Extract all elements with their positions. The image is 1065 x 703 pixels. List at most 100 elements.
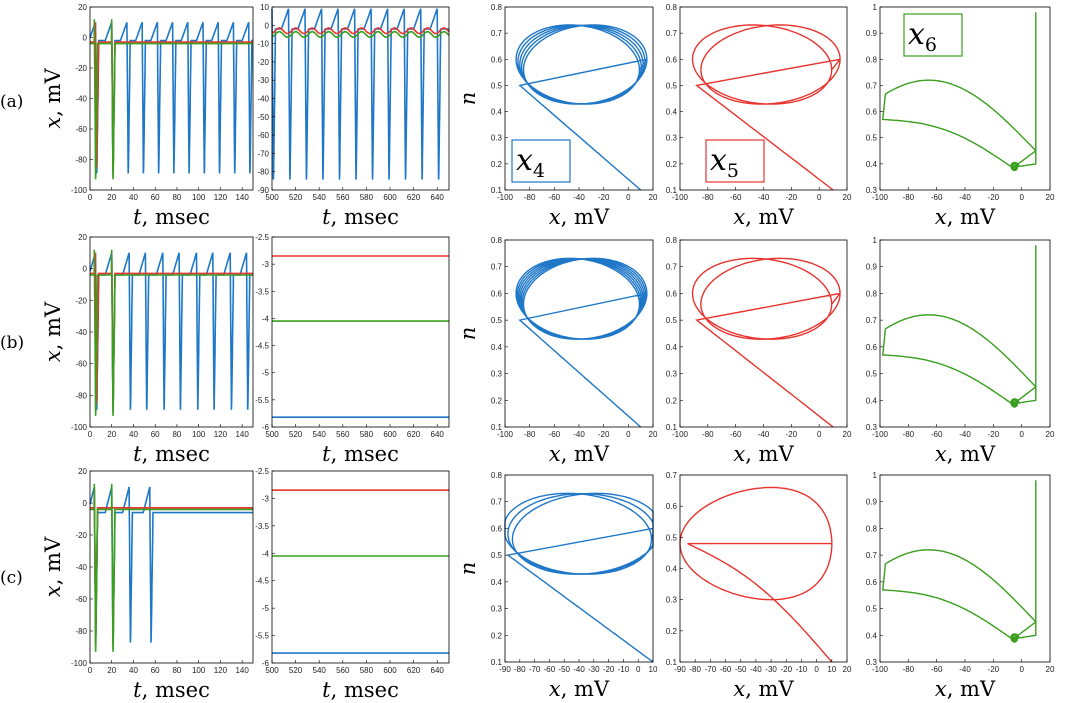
x-tick-label: 20 [649, 193, 658, 202]
y-tick-label: 0.3 [866, 423, 878, 432]
panel-b-phase-x6: -100 -80 -60 -40 -20 0 20 1 0.9 0.8 0.7 0.6 0.5 0.4 0.… [866, 236, 1055, 466]
series-x5-line [90, 252, 253, 404]
y-tick-label: 0.8 [866, 289, 878, 298]
x-tick-label: -20 [988, 193, 1000, 202]
panel-a-phase-x4: -100 -80 -60 -40 -20 0 20 0.8 0.7 0.6 0.5 0.4 0.3 0.2… [456, 3, 658, 229]
y-tick-label: 0.4 [666, 108, 678, 117]
x-tick-label: -80 [903, 193, 915, 202]
x-tick-label: 580 [360, 430, 374, 439]
x-tick-label: 0 [817, 430, 822, 439]
y-tick-label: 0.8 [666, 236, 678, 245]
label-box-x5: x5 [705, 139, 765, 183]
y-tick-label: 0.3 [866, 186, 878, 195]
x-tick-label: 0 [817, 193, 822, 202]
y-tick-label: 0.4 [666, 565, 678, 574]
svg-text:x6: x6 [908, 17, 937, 56]
x-tick-label: -80 [524, 430, 536, 439]
x-tick-label: 580 [360, 193, 374, 202]
x-tick-label: 0 [88, 666, 93, 675]
series-x4-line [504, 492, 654, 663]
y-tick-label: 0.1 [666, 423, 678, 432]
y-tick-label: 0.2 [666, 627, 678, 636]
y-tick-label: 0.4 [491, 578, 503, 587]
x-tick-label: -100 [672, 193, 689, 202]
row-label-b: (b) [0, 333, 24, 353]
x-tick-label: 540 [313, 430, 327, 439]
panel-c-time-late: 500 520 540 560 580 600 620 640 -2.5 -3 -3.5 -4 -4.5… [255, 467, 450, 702]
x-tick-label: 100 [192, 193, 206, 202]
x-tick-label: 40 [129, 430, 138, 439]
axes-frame [879, 239, 1051, 428]
x-tick-label: 0 [1019, 430, 1024, 439]
y-tick-label: 0.7 [666, 263, 678, 272]
x-tick-label: -10 [796, 665, 808, 674]
y-tick-label: 0.3 [666, 596, 678, 605]
x-tick-label: 20 [107, 666, 116, 675]
y-tick-label: -5.5 [255, 396, 269, 405]
svg-text:x4: x4 [516, 143, 545, 182]
x-axis-label: t, msec [133, 205, 210, 229]
label-x6-base: x [908, 17, 925, 52]
y-tick-label: 0.1 [491, 423, 503, 432]
x-tick-label: -100 [872, 665, 889, 674]
x-tick-label: 0 [626, 193, 631, 202]
x-tick-label: 620 [407, 430, 421, 439]
x-tick-label: 600 [383, 193, 397, 202]
x-tick-label: -60 [730, 430, 742, 439]
x-tick-label: 0 [1019, 193, 1024, 202]
y-tick-label: 0.1 [666, 658, 678, 667]
y-tick-label: 20 [78, 467, 87, 476]
y-tick-label: 0.5 [491, 81, 503, 90]
x-tick-label: 20 [649, 430, 658, 439]
series-x6-line [271, 30, 450, 38]
y-tick-label: 0.6 [666, 289, 678, 298]
panel-a-phase-x5: -100 -80 -60 -40 -20 0 20 0.8 0.7 0.6 0.5 0.4 0.3 0.2… [666, 3, 852, 229]
x-tick-label: 120 [214, 430, 228, 439]
y-tick-label: 0.3 [666, 370, 678, 379]
x-tick-label: 520 [289, 430, 303, 439]
x-axis-label: x, mV [733, 677, 794, 701]
y-tick-label: 0.4 [491, 343, 503, 352]
x-tick-label: 600 [383, 430, 397, 439]
y-tick-label: 0.7 [866, 316, 878, 325]
series-x6-line [90, 249, 253, 416]
y-tick-label: 1 [873, 236, 878, 245]
x-tick-label: 600 [383, 666, 397, 675]
series-x6-line [90, 19, 253, 180]
x-tick-label: -20 [603, 665, 615, 674]
x-tick-label: -20 [786, 430, 798, 439]
x-axis-label: t, msec [322, 678, 399, 702]
axes-frame [271, 236, 450, 428]
y-tick-label: 0.7 [491, 498, 503, 507]
x-tick-label: -50 [558, 665, 570, 674]
y-tick-label: 0.5 [666, 316, 678, 325]
y-tick-label: 0.5 [666, 81, 678, 90]
panel-c-phase-x4: -90 -80 -70 -60 -50 -40 -30 -20 -10 0 10 0.8 0.7 0.6 0… [456, 471, 658, 701]
y-tick-label: -5 [262, 604, 270, 613]
y-tick-label: 0.7 [666, 29, 678, 38]
x-tick-label: 620 [407, 193, 421, 202]
y-tick-label: 0.6 [866, 578, 878, 587]
x-tick-label: -80 [903, 430, 915, 439]
panel-c-time-early: 0 20 40 60 80 100 120 140 20 0 -20 -40 -60 -80 -100 t, … [41, 467, 254, 702]
x-tick-label: 20 [1046, 665, 1055, 674]
x-tick-label: -40 [573, 193, 585, 202]
y-tick-label: 0.7 [866, 551, 878, 560]
x-axis-label: t, msec [322, 205, 399, 229]
y-tick-label: 0.8 [866, 524, 878, 533]
y-tick-label: -3.5 [255, 522, 269, 531]
x-tick-label: 20 [843, 665, 852, 674]
y-tick-label: -80 [75, 156, 87, 165]
label-x6-sub: 6 [925, 34, 937, 56]
x-tick-label: 120 [214, 666, 228, 675]
y-tick-label: -90 [257, 186, 269, 195]
y-tick-label: -40 [75, 95, 87, 104]
x-tick-label: 80 [172, 666, 181, 675]
y-axis-label: x, mV [41, 68, 65, 129]
y-axis-label: n [456, 92, 480, 106]
y-tick-label: 0.6 [491, 524, 503, 533]
x-tick-label: -30 [588, 665, 600, 674]
y-tick-label: -20 [257, 58, 269, 67]
series-x5-line [90, 486, 253, 635]
